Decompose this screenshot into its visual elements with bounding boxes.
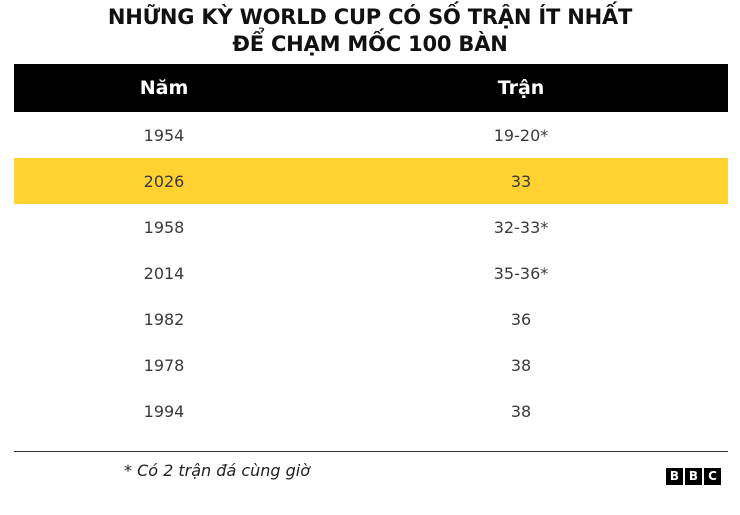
chart-title: NHỮNG KỲ WORLD CUP CÓ SỐ TRẬN ÍT NHẤT ĐỂ… (0, 4, 740, 58)
table-row: 1978 38 (14, 342, 728, 388)
cell-year: 1958 (143, 217, 185, 237)
bbc-logo-block: B (666, 468, 683, 485)
cell-year: 1954 (143, 125, 185, 145)
table-row: 1994 38 (14, 388, 728, 434)
cell-year: 1994 (143, 401, 185, 421)
footnote: * Có 2 trận đá cùng giờ (124, 461, 311, 480)
table-row: 2014 35-36* (14, 250, 728, 296)
cell-matches: 35-36* (493, 263, 549, 283)
cell-year: 2014 (143, 263, 185, 283)
cell-matches: 38 (510, 355, 532, 375)
header-matches: Trận (497, 77, 545, 99)
table-body: 1954 19-20* 2026 33 1958 32-33* 2014 35-36* 1982… (14, 112, 728, 434)
bbc-logo-block: B (685, 468, 702, 485)
cell-year: 2026 (143, 171, 185, 191)
cell-matches: 32-33* (493, 217, 549, 237)
footer-divider (14, 451, 728, 452)
cell-matches: 36 (510, 309, 532, 329)
table-row: 1958 32-33* (14, 204, 728, 250)
cell-matches: 38 (510, 401, 532, 421)
table-row: 1982 36 (14, 296, 728, 342)
bbc-logo: B B C (666, 468, 721, 485)
bbc-logo-block: C (704, 468, 721, 485)
data-table: Năm Trận 1954 19-20* 2026 33 1958 32-33* 2014 3… (14, 64, 728, 434)
chart-title-line1: NHỮNG KỲ WORLD CUP CÓ SỐ TRẬN ÍT NHẤT (107, 5, 633, 29)
cell-matches: 19-20* (493, 125, 549, 145)
cell-year: 1982 (143, 309, 185, 329)
table-header: Năm Trận (14, 64, 728, 112)
table-row: 2026 33 (14, 158, 728, 204)
cell-matches: 33 (510, 171, 532, 191)
cell-year: 1978 (143, 355, 185, 375)
header-year: Năm (139, 77, 189, 99)
chart-title-line2: ĐỂ CHẠM MỐC 100 BÀN (232, 32, 508, 56)
table-row: 1954 19-20* (14, 112, 728, 158)
